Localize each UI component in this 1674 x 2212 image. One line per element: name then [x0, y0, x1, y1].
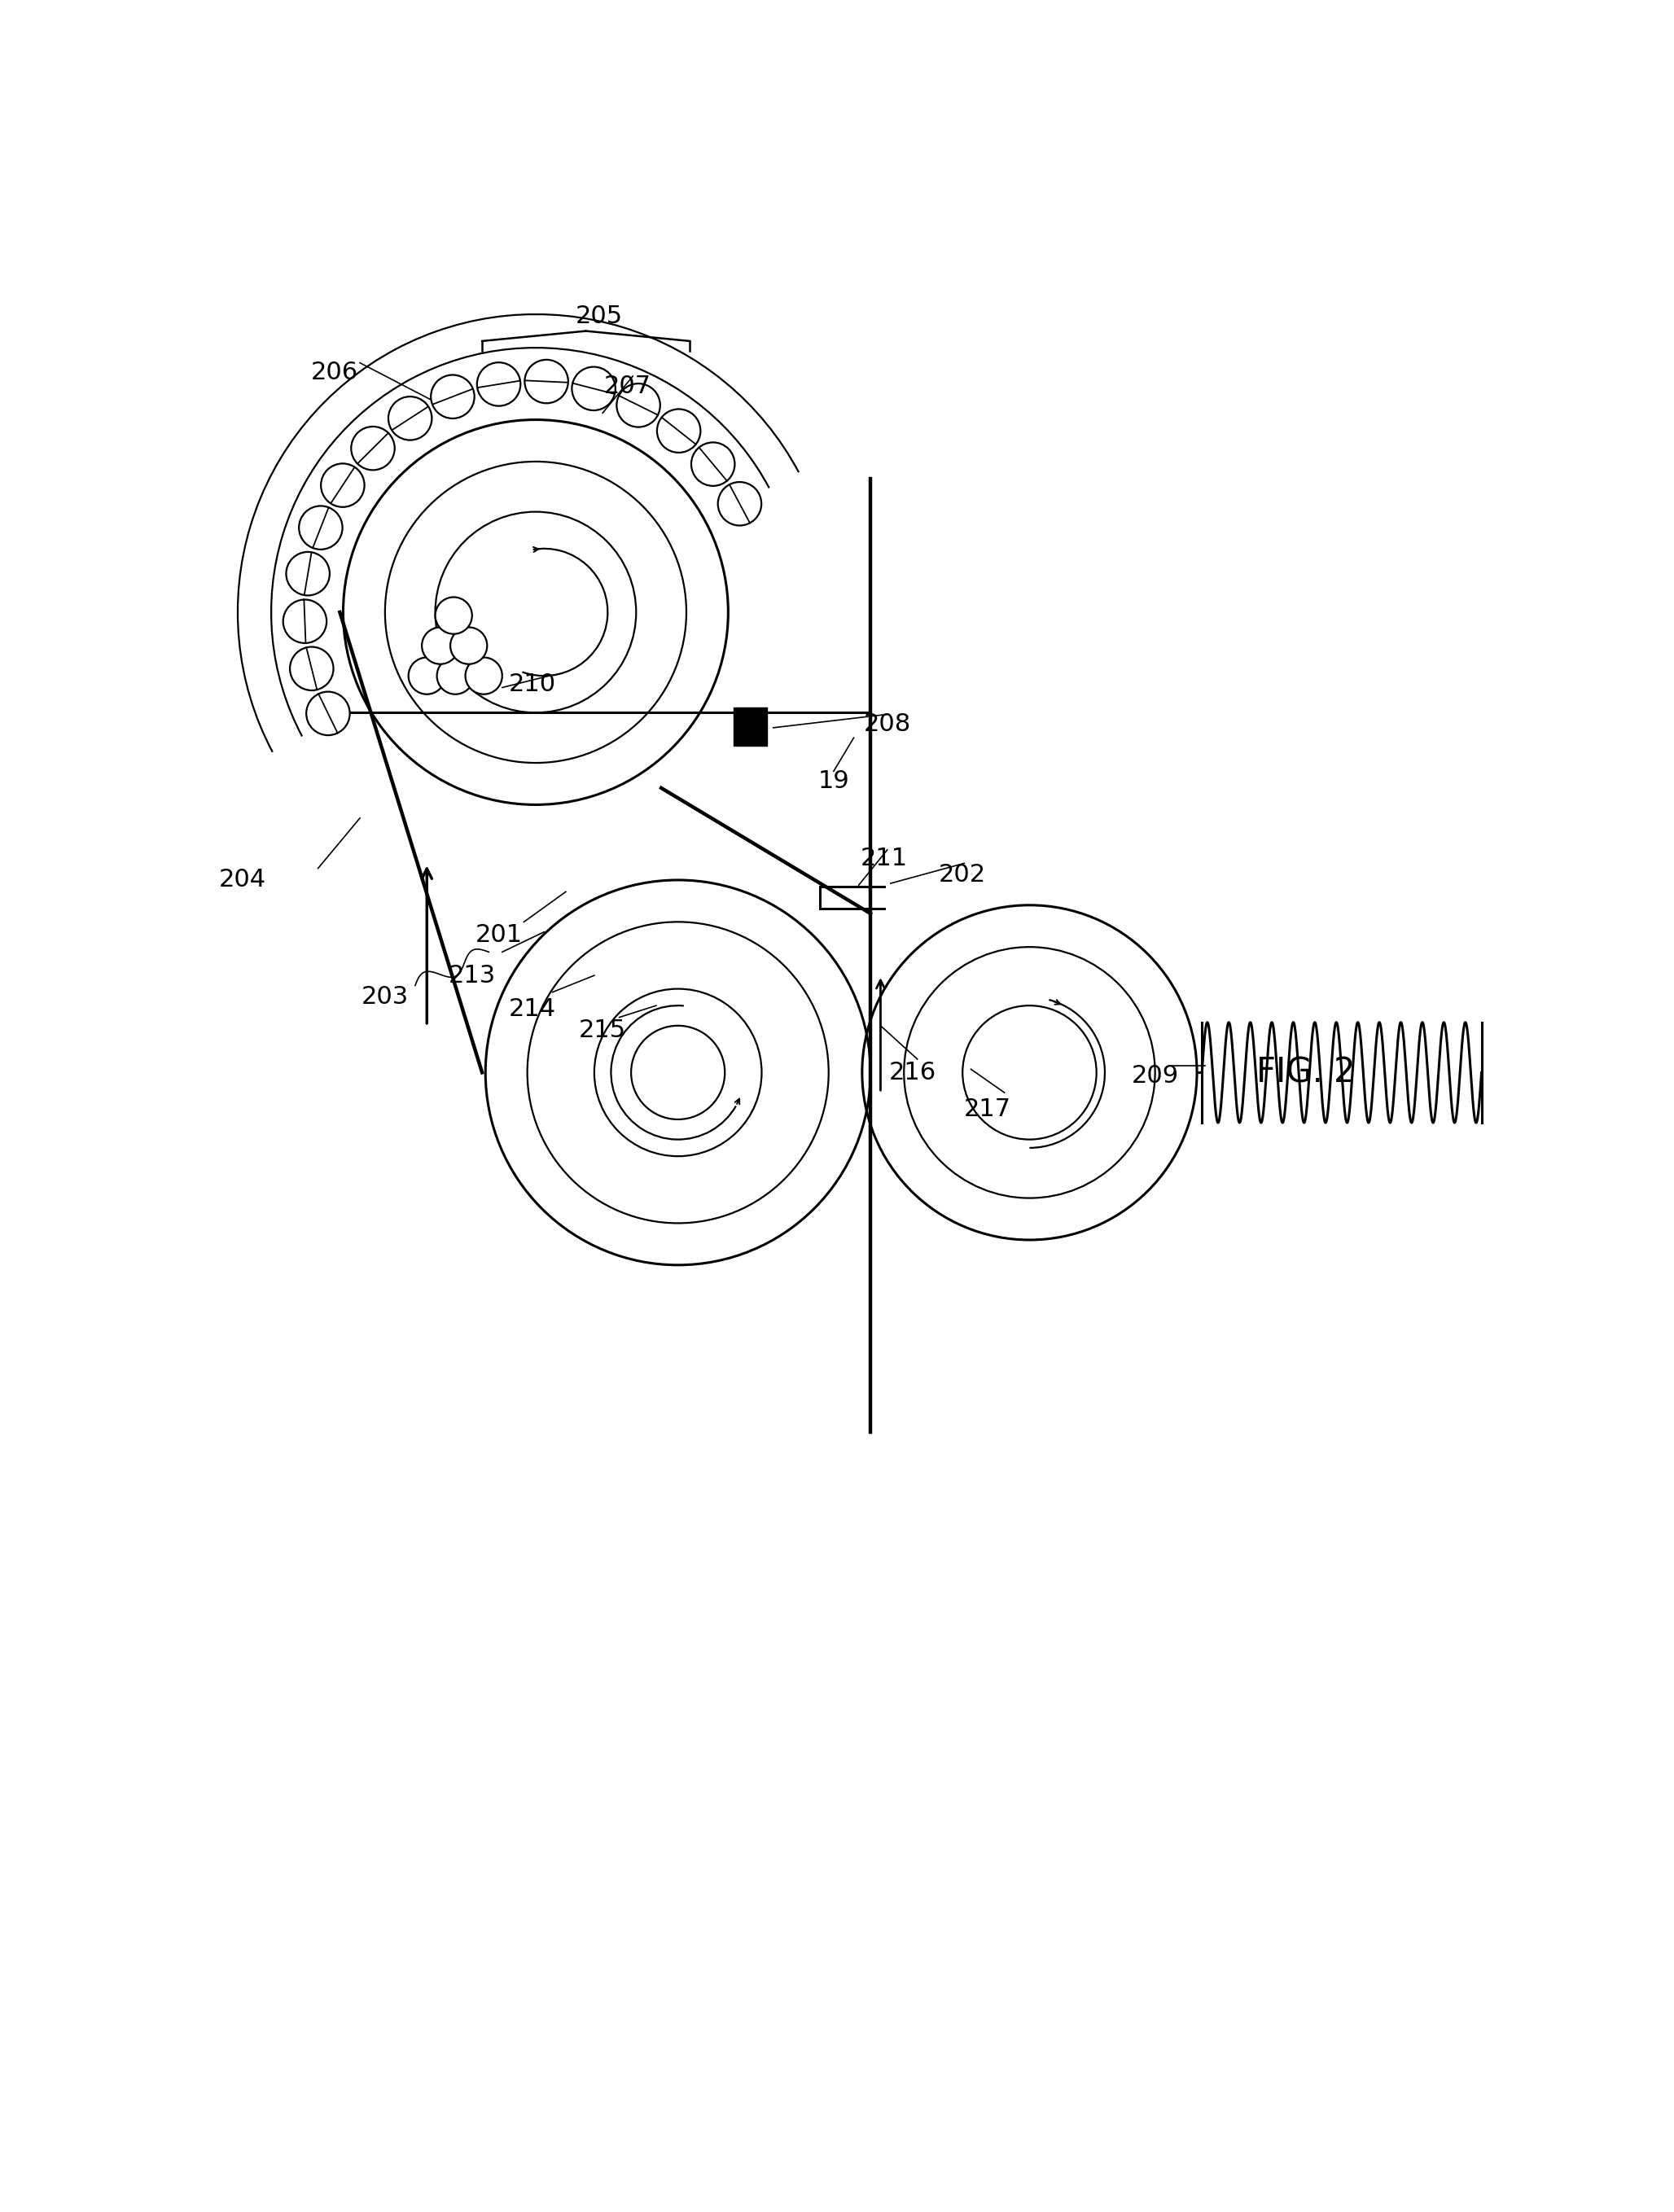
- Polygon shape: [733, 708, 767, 745]
- Circle shape: [321, 465, 365, 507]
- Circle shape: [388, 396, 432, 440]
- Text: 214: 214: [509, 998, 556, 1020]
- Circle shape: [616, 383, 660, 427]
- Text: 215: 215: [579, 1020, 626, 1042]
- Circle shape: [408, 657, 445, 695]
- Circle shape: [435, 511, 636, 712]
- Text: 204: 204: [219, 869, 266, 891]
- Circle shape: [352, 427, 395, 471]
- Text: 202: 202: [939, 863, 986, 887]
- Circle shape: [631, 1026, 725, 1119]
- Circle shape: [286, 553, 330, 595]
- Circle shape: [656, 409, 700, 453]
- Circle shape: [300, 507, 343, 549]
- Circle shape: [430, 374, 474, 418]
- Circle shape: [465, 657, 502, 695]
- Text: FIG. 2: FIG. 2: [1256, 1055, 1356, 1091]
- Text: 216: 216: [889, 1062, 936, 1084]
- Text: 208: 208: [864, 712, 911, 737]
- Text: 205: 205: [576, 303, 623, 327]
- Circle shape: [524, 361, 567, 403]
- Circle shape: [573, 367, 616, 411]
- Text: 206: 206: [311, 361, 358, 385]
- Circle shape: [290, 646, 333, 690]
- Text: 217: 217: [964, 1097, 1011, 1121]
- Text: 201: 201: [475, 922, 522, 947]
- Text: 207: 207: [604, 374, 651, 398]
- Circle shape: [422, 628, 459, 664]
- Text: 210: 210: [509, 672, 556, 697]
- Circle shape: [477, 363, 521, 407]
- Circle shape: [437, 657, 474, 695]
- Circle shape: [283, 599, 326, 644]
- Circle shape: [718, 482, 762, 526]
- Text: 209: 209: [1132, 1064, 1178, 1088]
- Text: 203: 203: [362, 984, 408, 1009]
- Text: 213: 213: [449, 964, 496, 987]
- Text: 19: 19: [819, 770, 849, 794]
- Text: 211: 211: [860, 847, 907, 869]
- Circle shape: [306, 692, 350, 734]
- Circle shape: [691, 442, 735, 487]
- Circle shape: [450, 628, 487, 664]
- Circle shape: [435, 597, 472, 635]
